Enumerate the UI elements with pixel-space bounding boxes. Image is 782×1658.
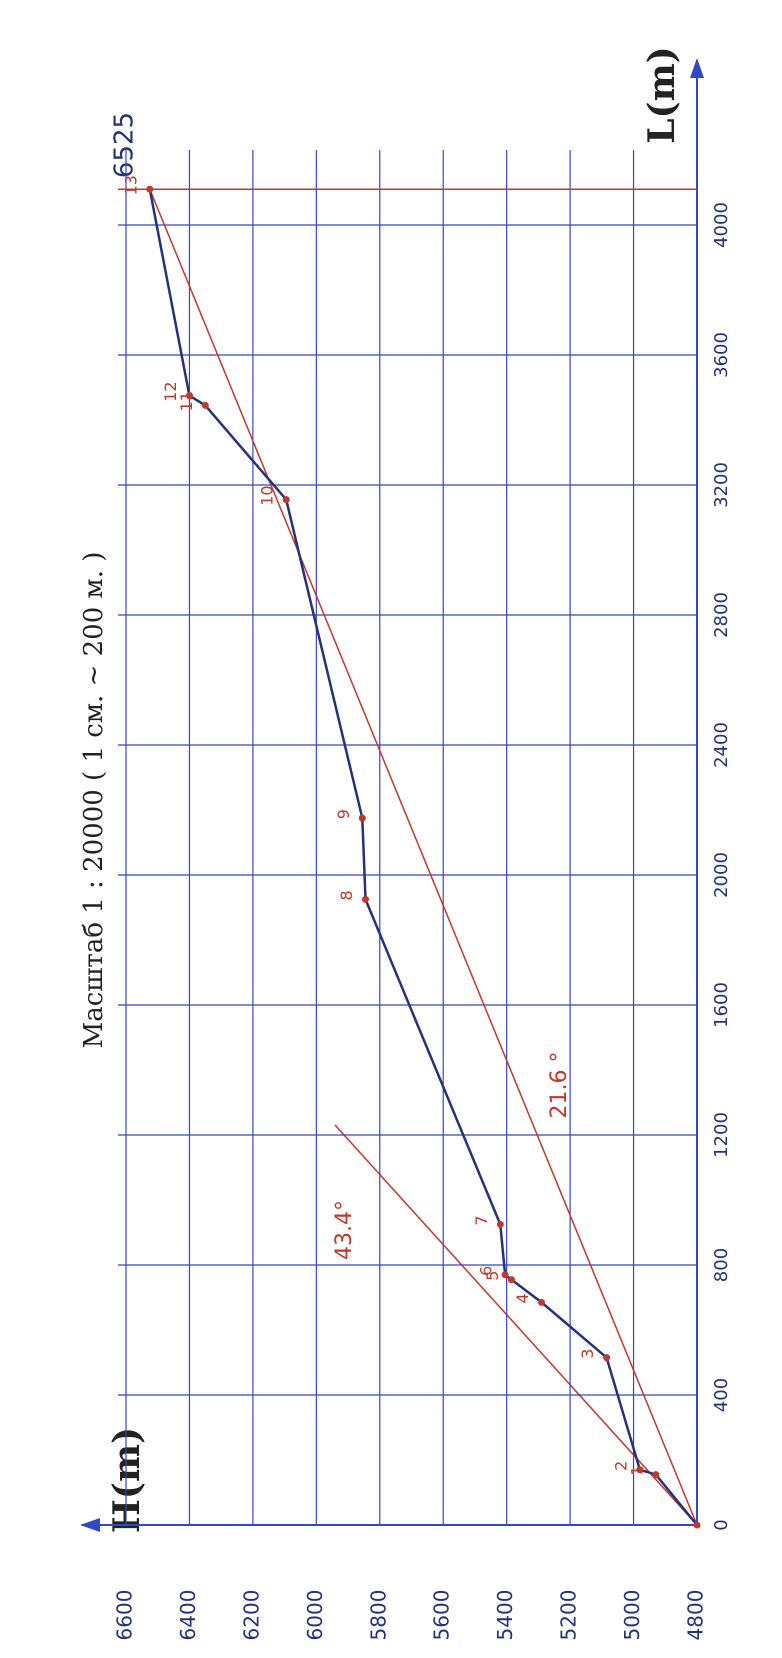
y-tick-label: 6200 [239, 1590, 263, 1641]
y-tick-label: 5200 [557, 1590, 581, 1641]
point-label: 12 [161, 381, 180, 401]
x-axis-label: L(m) [641, 46, 683, 143]
x-tick-label: 800 [711, 1248, 732, 1282]
x-tick-label: 1600 [711, 982, 732, 1028]
profile-point [185, 392, 193, 400]
profile-point [146, 185, 154, 193]
profile-point [358, 814, 366, 822]
y-tick-label: 6600 [113, 1590, 137, 1641]
profile-point [652, 1471, 660, 1479]
profile-point [693, 1521, 701, 1529]
y-tick-label: 6000 [303, 1590, 327, 1641]
point-label: 3 [578, 1349, 597, 1359]
profile-point [636, 1466, 644, 1474]
point-label: 10 [258, 485, 277, 505]
x-tick-label: 2000 [711, 852, 732, 898]
y-tick-label: 4800 [684, 1590, 708, 1641]
x-tick-label: 4000 [711, 202, 732, 248]
profile-point [362, 895, 370, 903]
profile-point [507, 1276, 515, 1284]
point-label: 5 [483, 1271, 502, 1281]
x-tick-label: 2800 [711, 592, 732, 638]
point-label: 2 [611, 1461, 630, 1471]
angle-annotation: 43.4° [332, 1200, 357, 1260]
chart-title: Масштаб 1 : 20000 ( 1 см. ~ 200 м. ) [79, 552, 109, 1049]
y-tick-label: 5000 [620, 1590, 644, 1641]
angle-annotation: 21.6 ° [547, 1052, 572, 1119]
x-tick-label: 2400 [711, 722, 732, 768]
x-tick-label: 3600 [711, 332, 732, 378]
profile-point [282, 496, 290, 504]
point-label: 4 [513, 1293, 532, 1303]
profile-line [148, 189, 698, 1526]
point-label: 13 [121, 175, 140, 195]
profile-point [603, 1354, 611, 1362]
summit-annotation: 6525 [110, 112, 140, 178]
point-label: 9 [334, 809, 353, 819]
x-tick-label: 0 [711, 1519, 732, 1530]
x-tick-label: 3200 [711, 462, 732, 508]
y-tick-label: 6400 [176, 1590, 200, 1641]
x-tick-label: 1200 [711, 1112, 732, 1158]
y-tick-label: 5400 [493, 1590, 517, 1641]
point-label: 7 [472, 1215, 491, 1225]
y-axis-label: H(m) [106, 1427, 148, 1533]
y-axis-arrow [80, 1518, 100, 1532]
profile-point [496, 1220, 504, 1228]
x-tick-label: 400 [711, 1378, 732, 1412]
profile-point [201, 401, 209, 409]
x-axis-arrow [690, 58, 704, 78]
profile-point [501, 1271, 509, 1279]
y-tick-label: 5800 [366, 1590, 390, 1641]
point-label: 6 [477, 1266, 496, 1276]
chord-line [149, 188, 698, 1526]
profile-point [538, 1298, 546, 1306]
point-label: 8 [337, 890, 356, 900]
y-tick-label: 5600 [430, 1590, 454, 1641]
